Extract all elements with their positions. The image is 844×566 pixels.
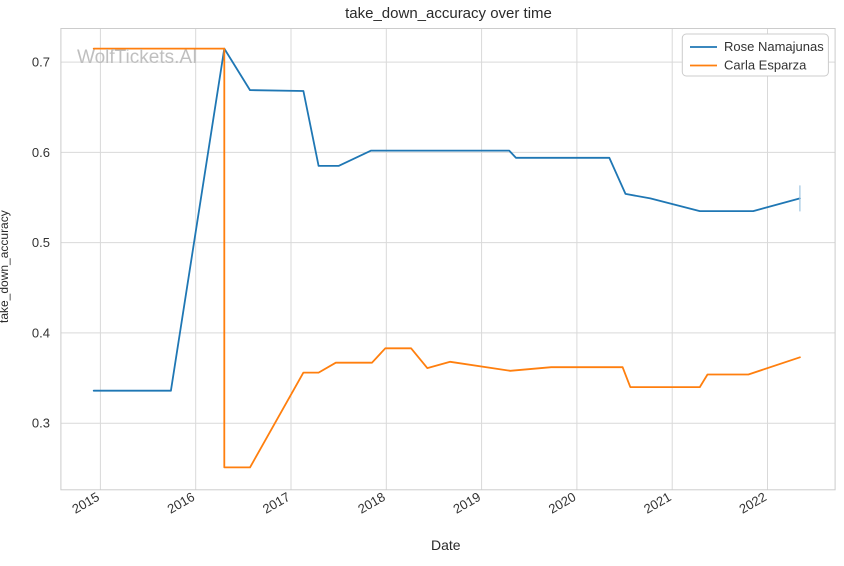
svg-text:2017: 2017 bbox=[260, 489, 293, 516]
svg-text:2019: 2019 bbox=[451, 489, 484, 516]
svg-text:2016: 2016 bbox=[165, 489, 198, 516]
svg-text:2015: 2015 bbox=[69, 489, 102, 516]
svg-text:2018: 2018 bbox=[355, 489, 388, 516]
svg-text:2020: 2020 bbox=[546, 489, 579, 516]
svg-text:2021: 2021 bbox=[641, 489, 674, 516]
svg-text:2022: 2022 bbox=[736, 489, 769, 516]
